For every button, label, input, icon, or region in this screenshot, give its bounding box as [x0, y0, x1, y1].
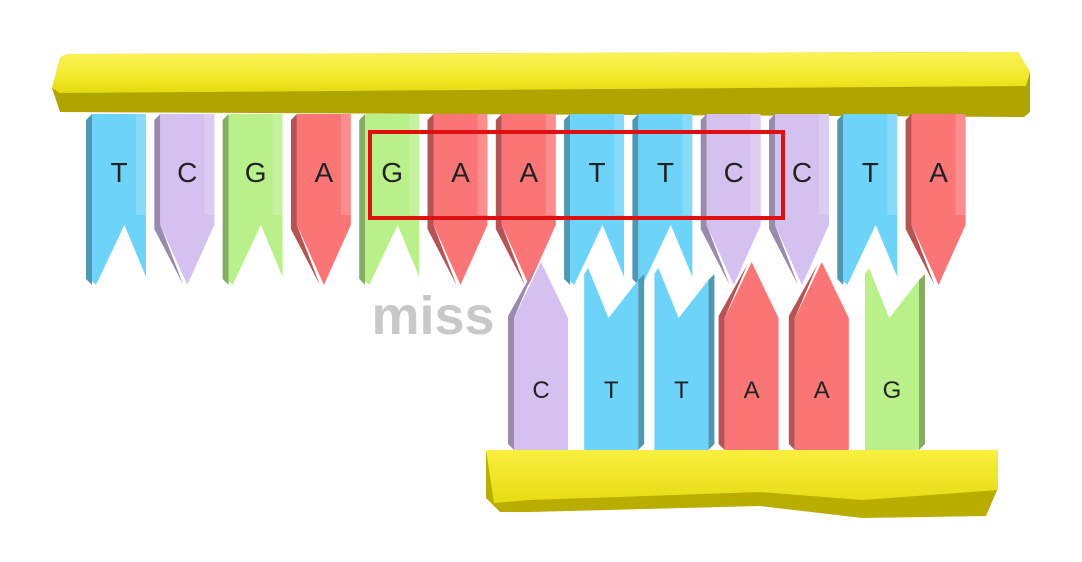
top-base-label: T	[589, 157, 606, 188]
top-base-label: C	[724, 157, 744, 188]
bottom-base-2: T	[584, 268, 645, 450]
top-base-label: G	[381, 157, 403, 188]
miss-label: miss	[371, 286, 494, 346]
bottom-base-label: T	[674, 377, 689, 404]
top-base-label: G	[245, 157, 267, 188]
top-base-1: T	[86, 114, 146, 285]
top-backbone	[52, 52, 1030, 117]
top-base-12: T	[837, 114, 898, 285]
top-base-9: T	[632, 114, 693, 285]
bottom-base-label: A	[814, 377, 830, 404]
top-base-13: A	[905, 114, 966, 285]
bottom-base-label: A	[744, 377, 760, 404]
top-base-label: A	[929, 157, 948, 188]
top-base-8: T	[564, 114, 625, 285]
bottom-base-6: G	[865, 268, 925, 450]
bottom-base-1: C	[508, 262, 568, 450]
top-base-label: C	[177, 157, 197, 188]
top-base-label: T	[862, 157, 879, 188]
highlight-box	[368, 130, 785, 220]
top-base-10: C	[700, 114, 761, 285]
bottom-base-label: G	[883, 377, 902, 404]
top-base-11: C	[769, 114, 829, 285]
top-base-5: G	[359, 114, 420, 285]
top-base-label: T	[110, 157, 127, 188]
bottom-base-4: A	[718, 262, 779, 450]
bottom-base-5: A	[788, 262, 849, 450]
bottom-backbone	[486, 450, 998, 518]
top-base-label: C	[792, 157, 812, 188]
bottom-base-label: C	[532, 377, 549, 404]
bottom-base-3: T	[654, 268, 715, 450]
top-base-6: A	[427, 114, 488, 285]
top-base-label: A	[315, 157, 334, 188]
top-base-label: A	[451, 157, 470, 188]
top-base-3: G	[222, 114, 283, 285]
top-base-7: A	[495, 114, 556, 285]
bottom-base-label: T	[604, 377, 619, 404]
top-base-label: T	[657, 157, 674, 188]
top-base-label: A	[519, 157, 538, 188]
top-base-2: C	[154, 114, 215, 285]
top-base-4: A	[290, 114, 351, 285]
